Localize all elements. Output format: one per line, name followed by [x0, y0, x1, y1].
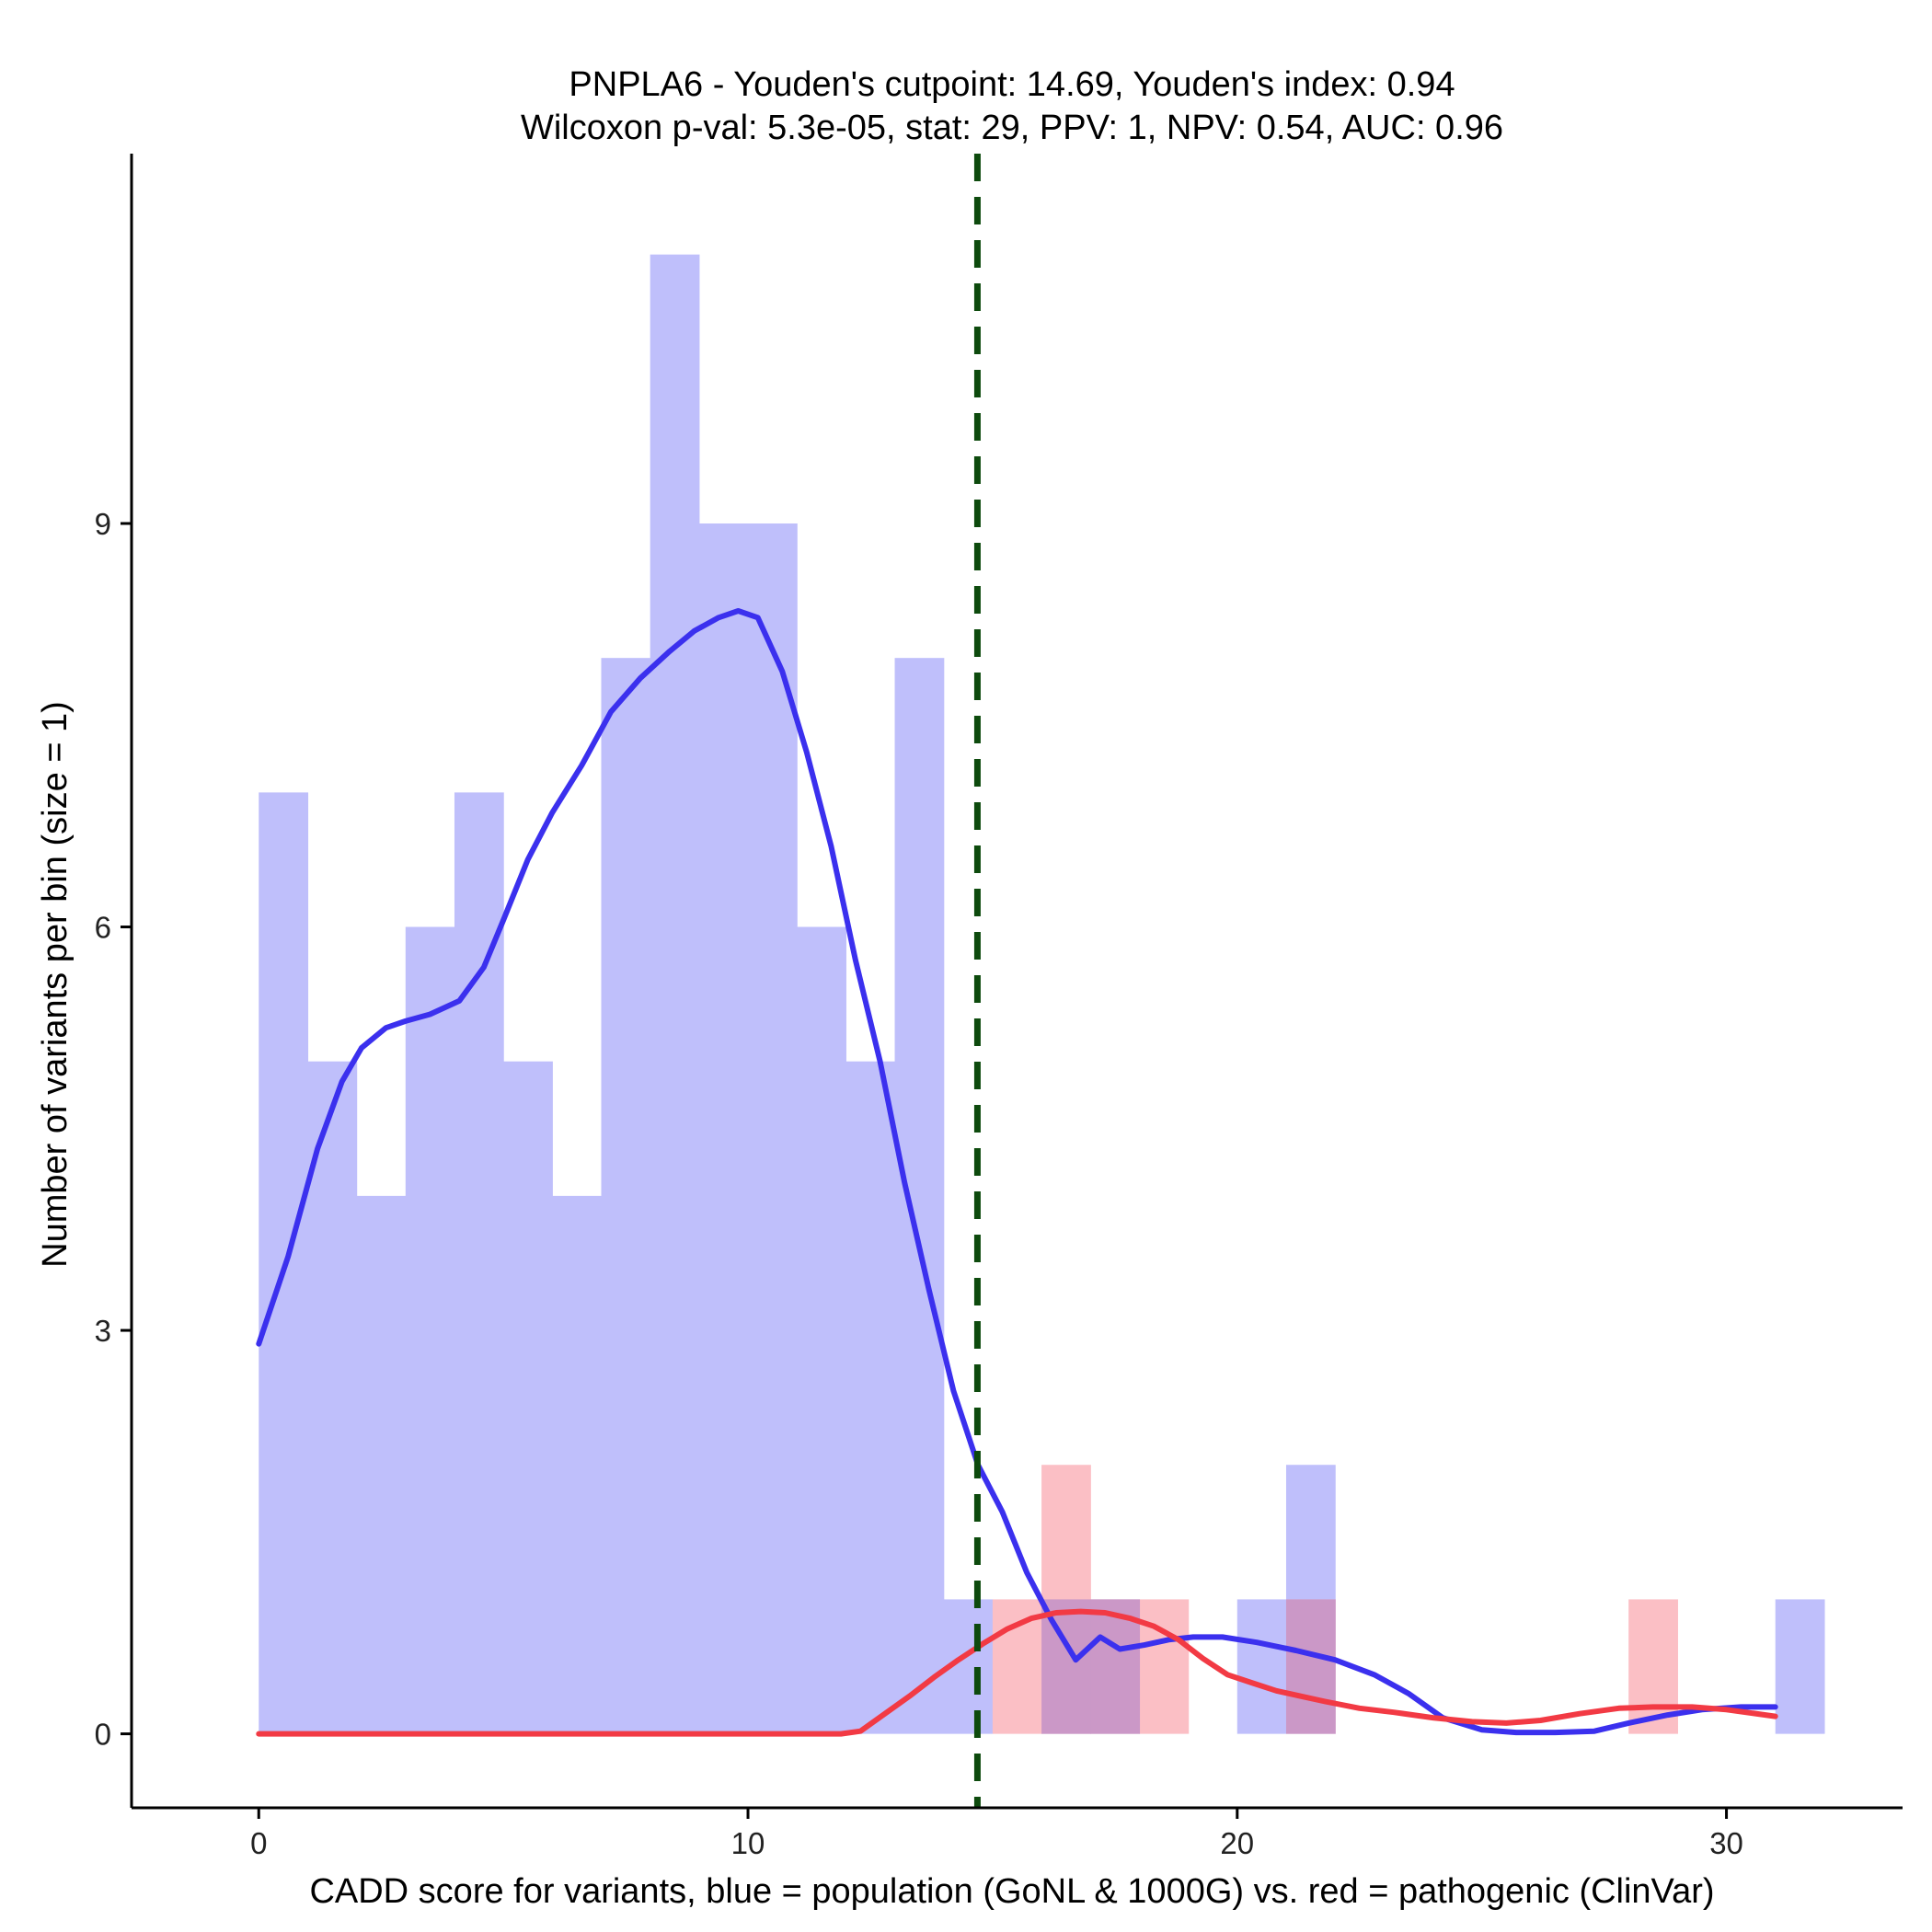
x-tick-label: 10: [731, 1826, 765, 1860]
pathogenic-bar: [1628, 1599, 1678, 1734]
y-axis-ticks: 0 3 6 9: [95, 507, 132, 1752]
y-tick-label: 3: [95, 1314, 111, 1348]
y-tick-label: 0: [95, 1718, 111, 1752]
population-bar: [601, 658, 651, 1734]
x-tick-label: 30: [1709, 1826, 1743, 1860]
chart-title-line1: PNPLA6 - Youden's cutpoint: 14.69, Youde…: [569, 65, 1455, 104]
pathogenic-density-line: [256, 1608, 1778, 1737]
x-tick-label: 0: [250, 1826, 267, 1860]
population-bar: [650, 254, 700, 1734]
x-axis-ticks: 0 10 20 30: [250, 1808, 1743, 1860]
population-bar: [405, 926, 455, 1734]
population-bar: [356, 1195, 407, 1734]
population-bar: [845, 1061, 896, 1734]
population-bars: [259, 254, 1825, 1734]
x-tick-label: 20: [1220, 1826, 1254, 1860]
population-bar: [894, 658, 945, 1734]
population-bar: [1236, 1599, 1287, 1734]
y-tick-label: 6: [95, 911, 111, 945]
population-bar: [748, 523, 798, 1734]
population-bar: [797, 926, 846, 1734]
overlap-bar: [1285, 1599, 1336, 1734]
x-axis-title: CADD score for variants, blue = populati…: [309, 1872, 1714, 1911]
population-bar: [1775, 1599, 1825, 1734]
population-bar: [454, 792, 504, 1734]
population-bar: [552, 1195, 603, 1734]
chart-title-line2: Wilcoxon p-val: 5.3e-05, stat: 29, PPV: …: [521, 109, 1503, 147]
pathogenic-bar: [1139, 1599, 1190, 1734]
y-axis-title: Number of variants per bin (size = 1): [36, 701, 75, 1268]
y-tick-label: 9: [95, 507, 111, 541]
population-bar: [503, 1061, 553, 1734]
population-bar: [698, 523, 749, 1734]
population-bar: [307, 1061, 358, 1734]
